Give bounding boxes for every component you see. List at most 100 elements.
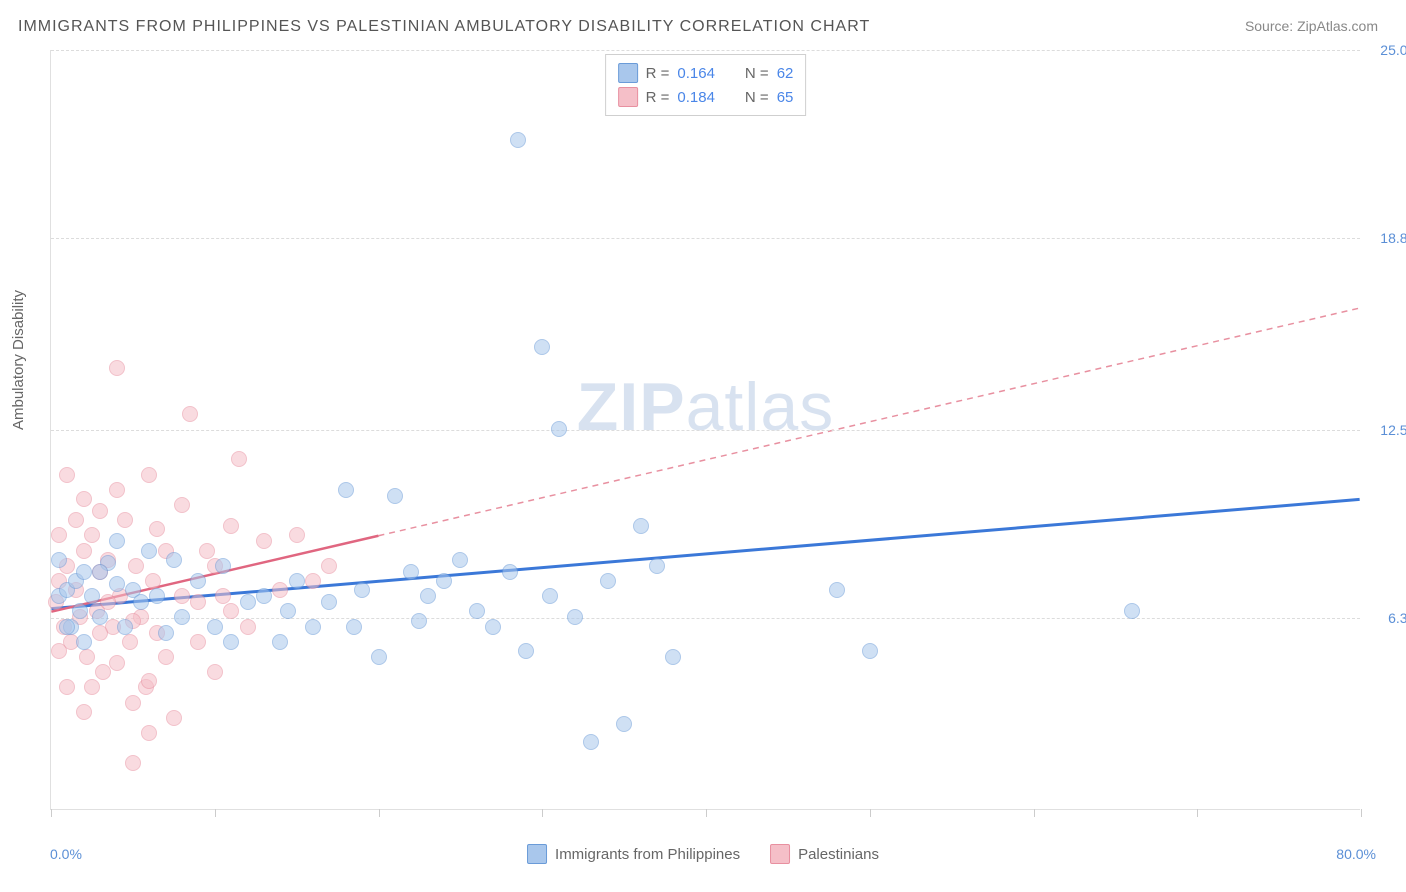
trend-line — [51, 499, 1359, 608]
data-point-philippines — [174, 609, 190, 625]
data-point-philippines — [403, 564, 419, 580]
n-value: 62 — [777, 65, 794, 82]
data-point-palestinians — [68, 512, 84, 528]
data-point-philippines — [289, 573, 305, 589]
data-point-philippines — [387, 488, 403, 504]
data-point-philippines — [117, 619, 133, 635]
legend-stats-box: R = 0.164 N = 62 R = 0.184 N = 65 — [605, 54, 807, 116]
data-point-palestinians — [125, 695, 141, 711]
data-point-palestinians — [289, 527, 305, 543]
data-point-philippines — [371, 649, 387, 665]
x-tick — [706, 809, 707, 817]
data-point-philippines — [411, 613, 427, 629]
data-point-palestinians — [141, 467, 157, 483]
x-tick — [1197, 809, 1198, 817]
y-tick-label: 6.3% — [1388, 610, 1406, 626]
data-point-philippines — [502, 564, 518, 580]
data-point-philippines — [616, 716, 632, 732]
x-axis-max-label: 80.0% — [1336, 846, 1376, 862]
data-point-palestinians — [84, 527, 100, 543]
data-point-palestinians — [207, 664, 223, 680]
x-tick — [870, 809, 871, 817]
data-point-philippines — [321, 594, 337, 610]
x-tick — [1034, 809, 1035, 817]
legend-stats-row-palestinians: R = 0.184 N = 65 — [618, 85, 794, 109]
data-point-philippines — [256, 588, 272, 604]
data-point-philippines — [109, 576, 125, 592]
data-point-palestinians — [109, 360, 125, 376]
n-value: 65 — [777, 89, 794, 106]
data-point-palestinians — [100, 594, 116, 610]
r-value: 0.164 — [677, 65, 715, 82]
data-point-palestinians — [51, 643, 67, 659]
watermark-rest: atlas — [686, 369, 835, 445]
r-label: R = — [646, 89, 670, 106]
data-point-philippines — [551, 421, 567, 437]
source-link[interactable]: ZipAtlas.com — [1297, 18, 1378, 34]
data-point-palestinians — [51, 527, 67, 543]
data-point-palestinians — [76, 704, 92, 720]
data-point-palestinians — [305, 573, 321, 589]
data-point-philippines — [420, 588, 436, 604]
data-point-philippines — [84, 588, 100, 604]
data-point-philippines — [567, 609, 583, 625]
data-point-philippines — [240, 594, 256, 610]
data-point-philippines — [92, 564, 108, 580]
data-point-palestinians — [190, 634, 206, 650]
data-point-palestinians — [215, 588, 231, 604]
data-point-philippines — [436, 573, 452, 589]
n-label: N = — [745, 89, 769, 106]
data-point-philippines — [141, 543, 157, 559]
data-point-palestinians — [223, 603, 239, 619]
data-point-palestinians — [231, 451, 247, 467]
gridline — [51, 238, 1360, 239]
data-point-palestinians — [59, 467, 75, 483]
data-point-palestinians — [59, 679, 75, 695]
data-point-philippines — [649, 558, 665, 574]
data-point-philippines — [1124, 603, 1140, 619]
data-point-palestinians — [174, 588, 190, 604]
data-point-philippines — [485, 619, 501, 635]
data-point-philippines — [518, 643, 534, 659]
data-point-palestinians — [122, 634, 138, 650]
data-point-palestinians — [141, 673, 157, 689]
legend-item-palestinians: Palestinians — [770, 844, 879, 864]
data-point-philippines — [166, 552, 182, 568]
legend-swatch-palestinians — [770, 844, 790, 864]
data-point-palestinians — [149, 521, 165, 537]
x-tick — [1361, 809, 1362, 817]
data-point-philippines — [829, 582, 845, 598]
r-value: 0.184 — [677, 89, 715, 106]
data-point-palestinians — [92, 503, 108, 519]
trend-line — [378, 308, 1359, 536]
y-tick-label: 18.8% — [1380, 230, 1406, 246]
legend-swatch-philippines — [618, 63, 638, 83]
r-label: R = — [646, 65, 670, 82]
data-point-palestinians — [145, 573, 161, 589]
source-attribution: Source: ZipAtlas.com — [1245, 18, 1378, 34]
data-point-palestinians — [76, 543, 92, 559]
data-point-philippines — [280, 603, 296, 619]
data-point-palestinians — [141, 725, 157, 741]
data-point-palestinians — [240, 619, 256, 635]
x-tick — [215, 809, 216, 817]
legend-item-philippines: Immigrants from Philippines — [527, 844, 740, 864]
data-point-philippines — [346, 619, 362, 635]
data-point-philippines — [665, 649, 681, 665]
data-point-palestinians — [256, 533, 272, 549]
data-point-palestinians — [174, 497, 190, 513]
legend-label: Immigrants from Philippines — [555, 846, 740, 863]
chart-title: IMMIGRANTS FROM PHILIPPINES VS PALESTINI… — [18, 18, 870, 36]
legend-stats-row-philippines: R = 0.164 N = 62 — [618, 61, 794, 85]
gridline — [51, 430, 1360, 431]
n-label: N = — [745, 65, 769, 82]
x-axis-min-label: 0.0% — [50, 846, 82, 862]
source-prefix: Source: — [1245, 18, 1297, 34]
x-tick — [51, 809, 52, 817]
data-point-philippines — [158, 625, 174, 641]
legend-swatch-palestinians — [618, 87, 638, 107]
x-tick — [379, 809, 380, 817]
data-point-palestinians — [117, 512, 133, 528]
data-point-palestinians — [109, 655, 125, 671]
data-point-philippines — [542, 588, 558, 604]
